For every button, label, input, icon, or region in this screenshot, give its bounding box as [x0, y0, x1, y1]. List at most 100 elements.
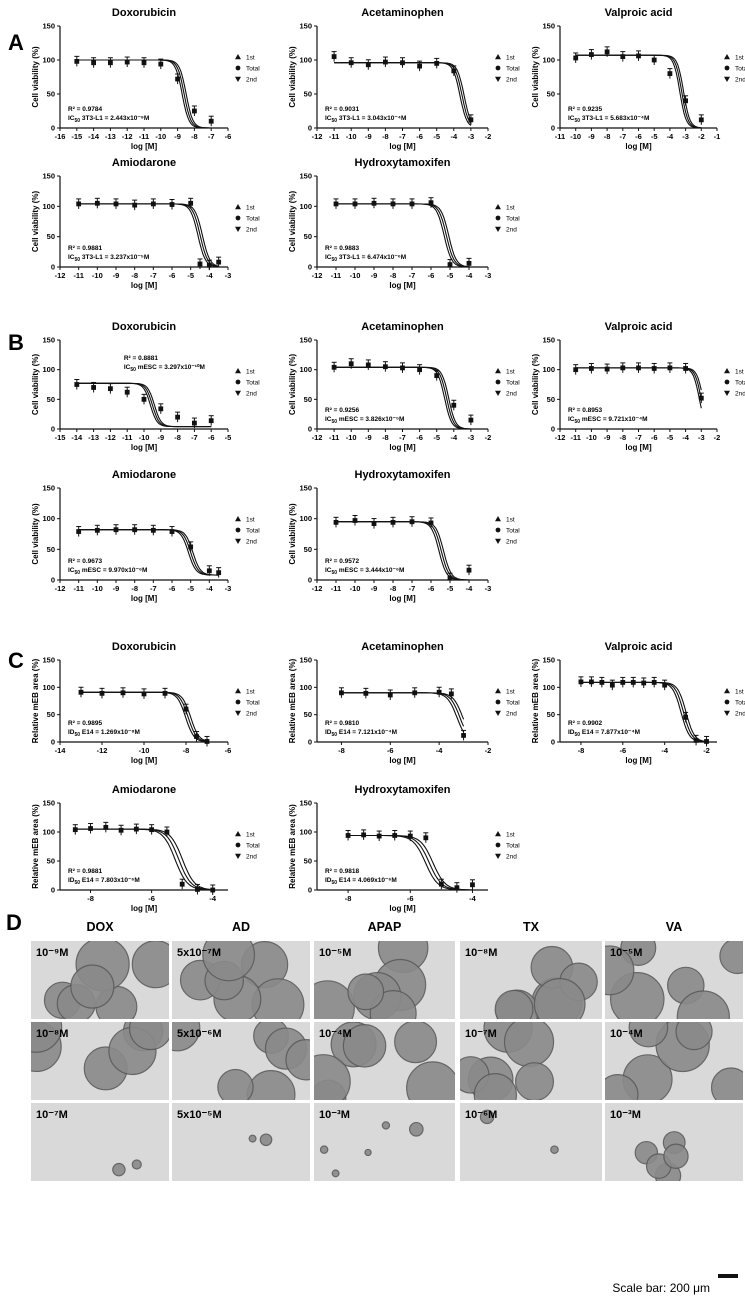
y-axis-label: Cell viability (%): [31, 190, 40, 252]
data-point: [683, 98, 688, 104]
data-point: [141, 60, 147, 66]
y-tick-label: 0: [551, 124, 555, 133]
y-axis-label: Relative mEB area (%): [31, 804, 40, 889]
x-tick-label: -5: [433, 132, 440, 141]
data-point: [132, 527, 138, 533]
data-point: [333, 519, 339, 525]
x-tick-label: -6: [208, 433, 215, 442]
data-point: [620, 54, 626, 59]
legend-marker-2nd: [235, 710, 241, 716]
x-tick-label: -6: [225, 132, 232, 141]
x-tick-label: -4: [206, 584, 213, 593]
x-tick-label: -12: [312, 584, 323, 593]
data-point: [76, 201, 82, 207]
x-tick-label: -10: [350, 584, 361, 593]
data-point: [417, 63, 422, 69]
x-tick-label: -9: [365, 132, 372, 141]
data-point: [361, 832, 367, 838]
data-point: [183, 706, 189, 712]
concentration-label: 10⁻⁷M: [36, 1109, 68, 1121]
legend-label: Total: [506, 66, 520, 73]
data-point: [383, 59, 388, 65]
data-point: [438, 881, 444, 887]
data-point: [447, 575, 453, 581]
embryoid-body: [675, 1022, 713, 1051]
embryoid-body: [663, 1143, 689, 1169]
chart-title: Doxorubicin: [112, 641, 176, 653]
y-axis-label: Cell viability (%): [31, 503, 40, 565]
legend-label: Total: [506, 216, 520, 223]
x-tick-label: -4: [682, 433, 689, 442]
column-header: APAP: [368, 920, 402, 934]
legend-label: 2nd: [246, 77, 257, 84]
data-point: [120, 690, 126, 696]
concentration-label: 10⁻⁹M: [36, 947, 68, 959]
chart-title: Hydroxytamoxifen: [355, 469, 451, 481]
micrograph: [460, 1022, 602, 1100]
legend-marker-total: [235, 65, 241, 71]
legend-label: 1st: [246, 205, 255, 212]
legend-marker-2nd: [495, 76, 501, 82]
x-tick-label: -4: [667, 132, 674, 141]
x-tick-label: -11: [73, 271, 83, 280]
data-point: [698, 395, 704, 401]
legend-label: 1st: [506, 517, 515, 524]
x-tick-label: -4: [469, 894, 476, 903]
x-tick-label: -10: [155, 132, 166, 141]
x-tick-label: -6: [407, 894, 414, 903]
y-tick-label: 0: [51, 263, 55, 272]
legend-label: 1st: [735, 689, 744, 696]
micrograph: [31, 1022, 169, 1100]
x-tick-label: -12: [312, 433, 323, 442]
legend-label: Total: [735, 66, 745, 73]
x-tick-label: -7: [208, 132, 215, 141]
x-tick-label: -4: [436, 746, 443, 755]
x-tick-label: -9: [365, 433, 372, 442]
ic50-label: ID50 E14 = 4.069x10⁻⁶M: [325, 877, 397, 886]
y-tick-label: 150: [542, 656, 555, 665]
y-axis-label: Cell viability (%): [31, 46, 40, 108]
micrograph: [31, 1103, 169, 1181]
legend-label: 1st: [246, 517, 255, 524]
x-axis-label: log [M]: [131, 443, 158, 452]
data-point: [204, 739, 210, 744]
x-tick-label: -12: [105, 433, 116, 442]
y-tick-label: 50: [47, 857, 55, 866]
x-tick-label: -2: [485, 433, 492, 442]
data-point: [651, 680, 657, 685]
x-tick-label: -12: [55, 271, 66, 280]
concentration-label: 10⁻⁶M: [465, 1109, 497, 1121]
data-point: [141, 691, 147, 697]
x-tick-label: -12: [312, 271, 323, 280]
data-point: [195, 887, 200, 892]
y-axis-label: Relative mEB area (%): [531, 658, 540, 743]
x-tick-label: -6: [428, 584, 435, 593]
chart-title: Amiodarone: [112, 784, 176, 796]
data-point: [132, 202, 138, 208]
x-tick-label: -3: [468, 132, 475, 141]
embryoid-body: [128, 1022, 169, 1051]
x-axis-label: log [M]: [389, 142, 416, 151]
data-point: [436, 689, 442, 695]
concentration-label: 5x10⁻⁵M: [177, 1109, 222, 1121]
data-point: [345, 833, 351, 838]
x-tick-label: -3: [225, 271, 232, 280]
legend-marker-total: [235, 842, 241, 848]
data-point: [651, 366, 657, 371]
data-point: [683, 715, 688, 720]
data-point: [99, 690, 105, 696]
legend-label: 1st: [735, 369, 744, 376]
x-tick-label: -7: [619, 132, 626, 141]
x-tick-label: -10: [346, 433, 357, 442]
x-axis-label: log [M]: [131, 142, 158, 151]
x-tick-label: -9: [371, 271, 378, 280]
legend-marker-total: [724, 379, 730, 385]
legend-label: 1st: [506, 832, 515, 839]
panel-letter: A: [8, 30, 24, 55]
data-point: [103, 824, 109, 830]
x-tick-label: -8: [578, 746, 585, 755]
x-tick-label: -7: [409, 271, 416, 280]
data-point: [133, 826, 139, 832]
x-tick-label: -8: [183, 746, 190, 755]
